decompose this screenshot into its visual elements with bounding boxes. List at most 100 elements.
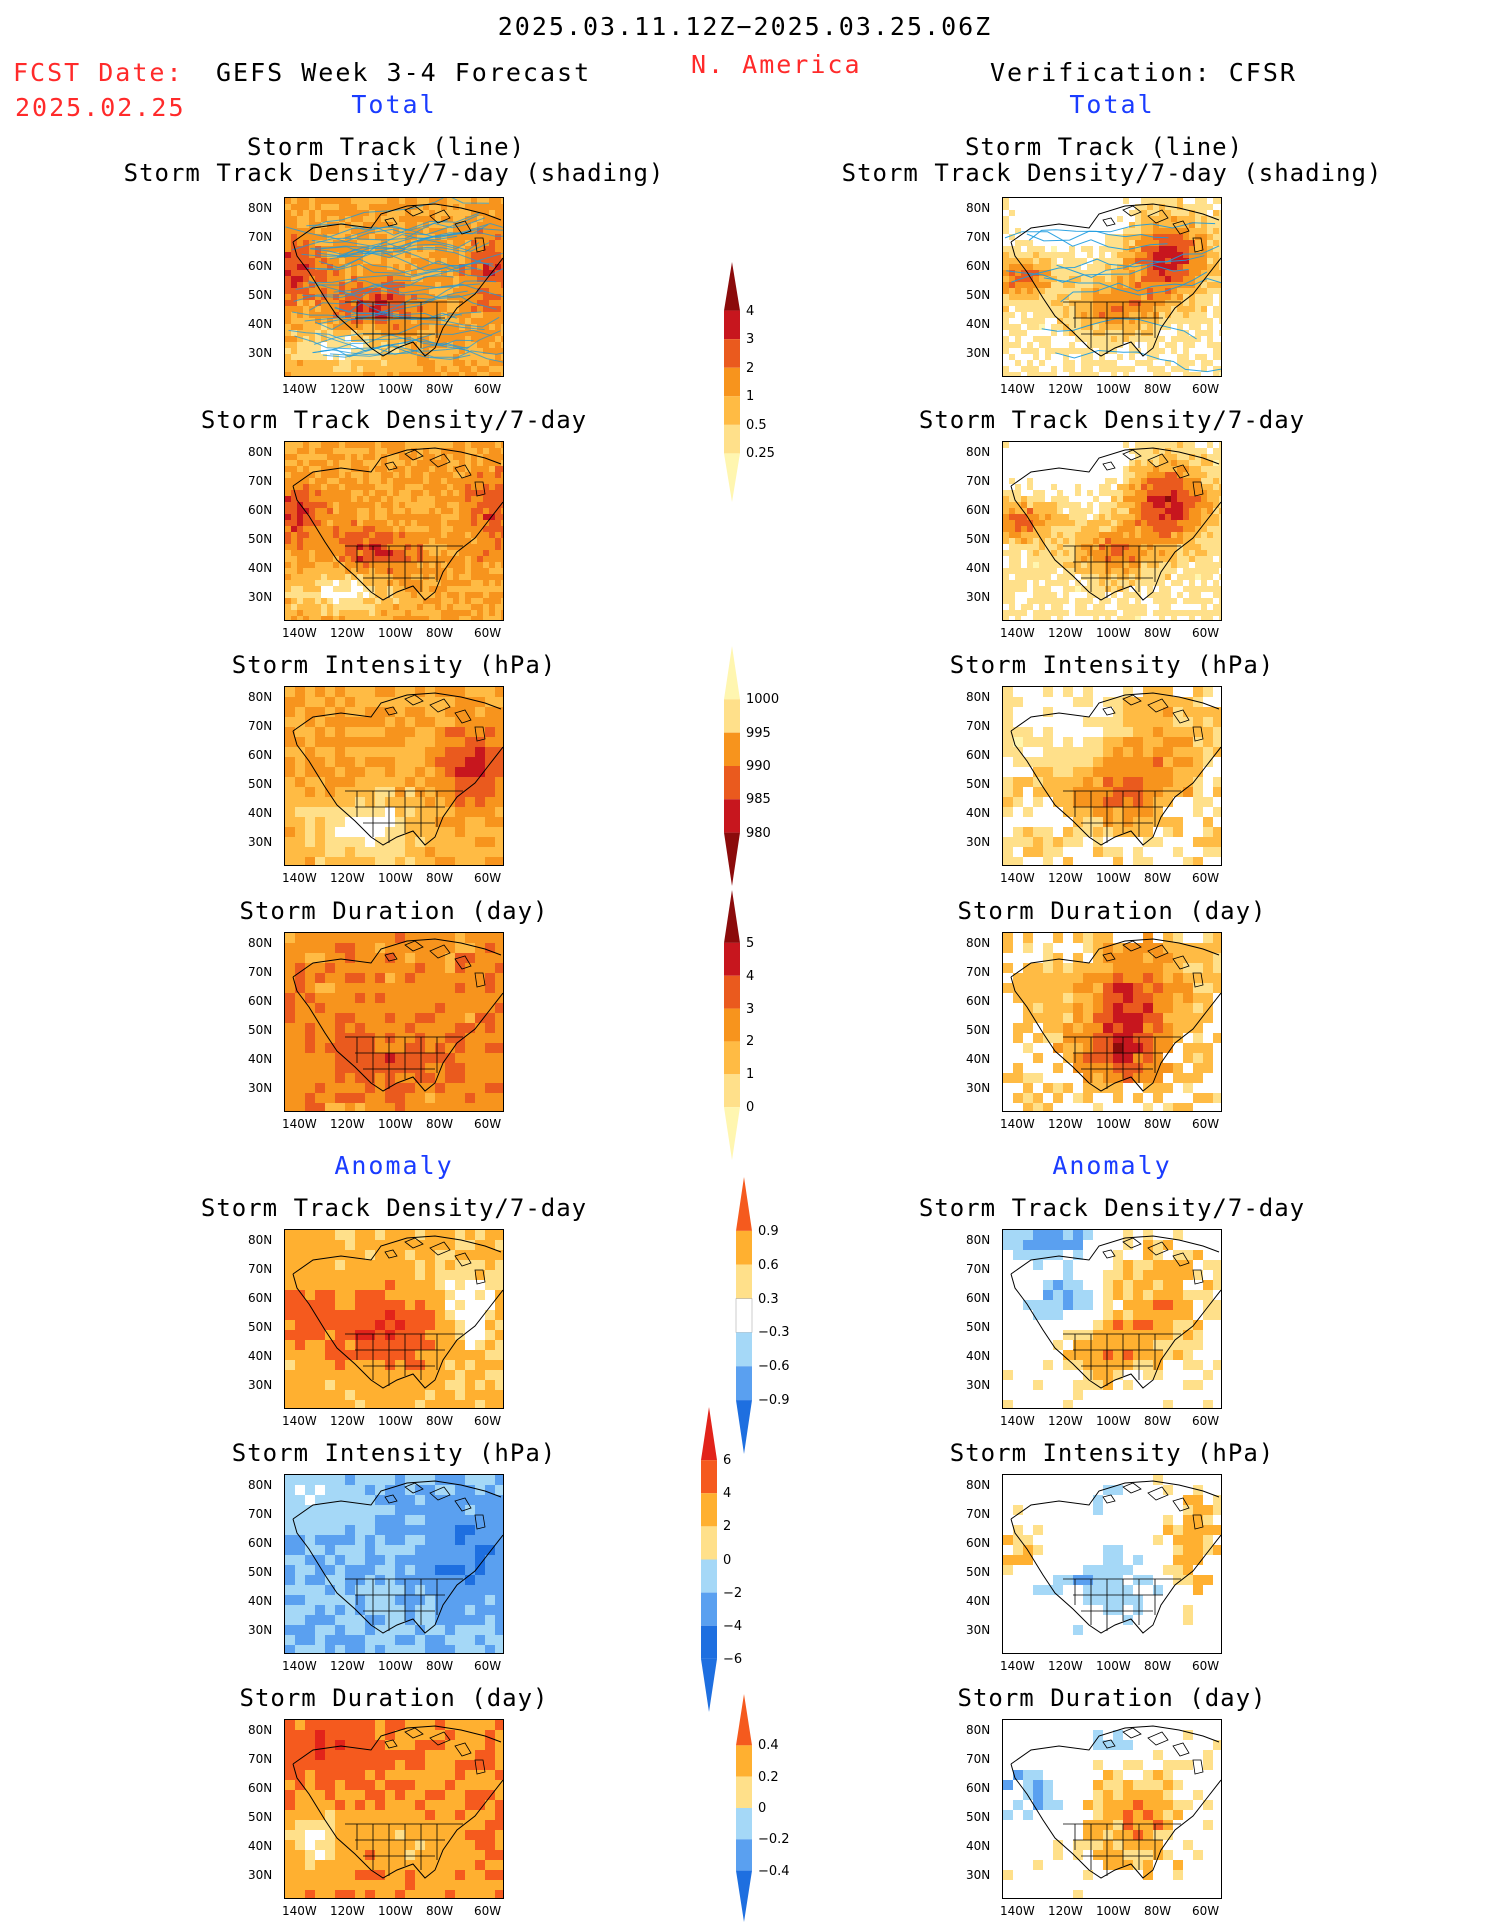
shading-cell [1021,306,1027,312]
shading-cell [483,592,489,598]
shading-cell [375,502,381,508]
shading-cell [453,520,459,526]
shading-cell [295,777,305,787]
shading-cell [405,240,411,246]
shading-cell [375,1360,385,1370]
shading-cell [435,1770,445,1780]
shading-cell [315,342,321,348]
shading-cell [345,1013,355,1023]
shading-cell [441,306,447,312]
shading-cell [477,586,483,592]
shading-cell [459,276,465,282]
shading-cell [365,1830,375,1840]
shading-cell [1147,270,1153,276]
shading-cell [477,234,483,240]
shading-cell [411,216,417,222]
shading-cell [435,556,441,562]
shading-cell [435,1230,445,1240]
shading-cell [325,1575,335,1585]
shading-cell [1189,324,1195,330]
shading-cell [325,687,335,697]
shading-cell [387,550,393,556]
shading-cell [495,1770,503,1780]
shading-cell [471,372,477,376]
shading-cell [365,1260,375,1270]
shading-cell [425,1800,435,1810]
shading-cell [375,1340,385,1350]
shading-cell [309,508,315,514]
shading-cell [305,1750,315,1760]
shading-cell [335,953,345,963]
shading-cell [411,294,417,300]
shading-cell [357,604,363,610]
shading-cell [1141,216,1147,222]
shading-cell [1147,240,1153,246]
shading-cell [405,562,411,568]
shading-cell [477,360,483,366]
shading-cell [483,324,489,330]
shading-cell [295,1505,305,1515]
shading-cell [405,1230,415,1240]
shading-cell [501,276,503,282]
shading-cell [1189,270,1195,276]
shading-cell [501,240,503,246]
shading-cell [485,1575,495,1585]
shading-cell [285,312,291,318]
shading-cell [465,1605,475,1615]
shading-cell [501,282,503,288]
shading-cell [351,604,357,610]
shading-cell [385,1093,395,1103]
shading-cell [477,472,483,478]
shading-cell [471,532,477,538]
shading-cell [405,366,411,372]
shading-cell [1159,216,1165,222]
shading-cell [291,222,297,228]
shading-cell [325,1770,335,1780]
title-track-line-right: Storm Track (line) [964,133,1244,161]
shading-cell [315,1605,325,1615]
shading-cell [405,1645,415,1653]
shading-cell [1111,312,1117,318]
shading-cell [285,727,295,737]
shading-cell [357,282,363,288]
map-density-anom-forecast [284,1229,504,1409]
shading-cell [465,1585,475,1595]
shading-cell [285,747,295,757]
shading-cell [345,1645,355,1653]
shading-cell [345,1740,355,1750]
shading-cell [315,953,325,963]
shading-cell [455,1360,465,1370]
shading-cell [445,1485,455,1495]
shading-cell [1009,258,1015,264]
shading-cell [375,1890,385,1898]
shading-cell [415,1033,425,1043]
shading-cell [405,514,411,520]
shading-cell [1033,288,1039,294]
shading-cell [303,538,309,544]
shading-cell [297,544,303,550]
shading-cell [395,1525,405,1535]
shading-cell [395,847,405,857]
shading-cell [1117,312,1123,318]
shading-cell [465,616,471,620]
shading-cell [417,258,423,264]
shading-cell [345,1485,355,1495]
shading-cell [405,324,411,330]
shading-cell [345,216,351,222]
shading-cell [333,216,339,222]
shading-cell [295,1073,305,1083]
shading-cell [489,514,495,520]
shading-cell [447,544,453,550]
shading-cell [385,1605,395,1615]
shading-cell [393,514,399,520]
shading-cell [345,568,351,574]
shading-cell [399,526,405,532]
map-intensity-forecast [284,686,504,866]
shading-cell [335,1300,345,1310]
shading-cell [1069,348,1075,354]
shading-cell [357,276,363,282]
shading-cell [417,562,423,568]
shading-cell [315,1280,325,1290]
shading-cell [335,1250,345,1260]
shading-cell [325,1555,335,1565]
